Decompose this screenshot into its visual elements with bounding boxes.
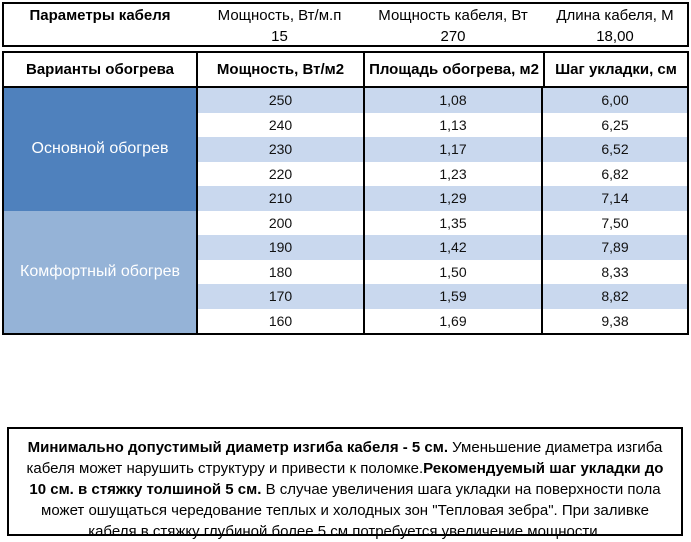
power-per-meter-label: Мощность, Вт/м.п [217,7,342,24]
note-bold-recommended-step: Рекомендуемый шаг укладки до 10 см. в ст… [29,460,664,498]
cell-power: 160 [268,312,293,329]
table-row: 230 1,17 6,52 [198,137,687,162]
table-row: 170 1,59 8,82 [198,284,687,309]
cell-area: 1,17 [363,137,541,162]
cell-area: 1,29 [363,186,541,211]
power-per-meter-value: 15 [271,27,288,45]
cell-power: 210 [268,190,293,207]
cell-area: 1,13 [363,112,541,137]
cell-area: 1,59 [363,284,541,309]
cell-step: 7,14 [541,186,687,211]
cell-power: 180 [268,263,293,280]
table-row: 210 1,29 7,14 [198,186,687,211]
cell-step: 9,38 [541,308,687,333]
heating-table: Основной обогрев 250 1,08 6,00 240 1,13 … [2,88,689,335]
cell-power: 250 [268,92,293,109]
cable-length-label: Длина кабеля, М [556,7,674,24]
note-text-zebra: В случае увеличения шага укладки на пове… [41,481,661,540]
cell-power: 240 [268,116,293,133]
cable-parameters-title: Параметры кабеля [29,7,171,24]
cell-power: 170 [268,288,293,305]
cable-parameters-block: Параметры кабеля Мощность, Вт/м.п Мощнос… [2,2,689,47]
header-power: Мощность, Вт/м2 [196,53,363,86]
table-row: 180 1,50 8,33 [198,259,687,284]
table-row: 200 1,35 7,50 [198,210,687,235]
note-box: Минимально допустимый диаметр изгиба каб… [7,427,683,540]
cell-power: 200 [268,214,293,231]
cable-power-label: Мощность кабеля, Вт [378,7,528,24]
note-bold-min-diameter: Минимально допустимый диаметр изгиба каб… [27,439,449,456]
section-main-rows: 250 1,08 6,00 240 1,13 6,25 230 1,17 6,5… [196,88,687,211]
cell-power: 230 [268,141,293,158]
table-header-row: Варианты обогрева Мощность, Вт/м2 Площад… [2,51,689,88]
header-variants: Варианты обогрева [26,61,174,78]
cell-step: 6,82 [541,161,687,186]
cell-step: 7,89 [541,235,687,260]
cell-power: 190 [268,239,293,256]
cell-area: 1,08 [363,88,541,113]
section-main-heating: Основной обогрев 250 1,08 6,00 240 1,13 … [4,88,687,211]
cell-area: 1,23 [363,161,541,186]
table-row: 240 1,13 6,25 [198,112,687,137]
header-area: Площадь обогрева, м2 [363,53,543,86]
table-row: 160 1,69 9,38 [198,308,687,333]
cable-power-value: 270 [440,27,466,45]
cable-length-value: 18,00 [596,27,634,45]
table-row: 190 1,42 7,89 [198,235,687,260]
table-row: 220 1,23 6,82 [198,161,687,186]
cell-step: 6,00 [541,88,687,113]
cell-step: 6,52 [541,137,687,162]
note-text-structure: Уменьшение диаметра изгиба кабеля может … [26,439,663,477]
table-row: 250 1,08 6,00 [198,88,687,113]
cell-step: 8,33 [541,259,687,284]
cell-area: 1,69 [363,308,541,333]
cell-area: 1,42 [363,235,541,260]
section-comfort-heating: Комфортный обогрев 200 1,35 7,50 190 1,4… [4,210,687,333]
cell-step: 8,82 [541,284,687,309]
cell-step: 7,50 [541,210,687,235]
cell-area: 1,35 [363,210,541,235]
header-step: Шаг укладки, см [543,53,687,86]
cell-step: 6,25 [541,112,687,137]
cell-area: 1,50 [363,259,541,284]
cell-power: 220 [268,165,293,182]
section-comfort-rows: 200 1,35 7,50 190 1,42 7,89 180 1,50 8,3… [196,210,687,333]
section-label-comfort: Комфортный обогрев [4,210,196,333]
section-label-main: Основной обогрев [4,88,196,211]
